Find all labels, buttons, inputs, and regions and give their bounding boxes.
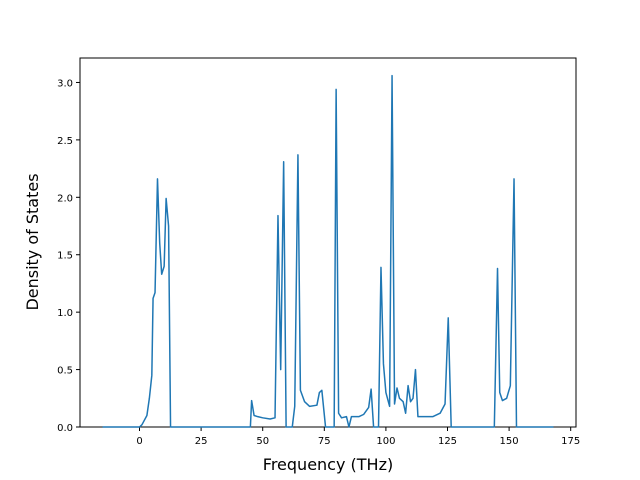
x-tick-label: 125 — [438, 436, 457, 447]
line — [102, 74, 554, 428]
x-tick-label: 175 — [561, 436, 580, 447]
plot-frame — [79, 57, 577, 428]
y-tick-label: 2.0 — [57, 193, 73, 204]
y-tick-label: 1.5 — [57, 251, 73, 262]
x-tick-label: 25 — [195, 436, 208, 447]
y-tick-label: 3.0 — [57, 78, 73, 89]
x-tick-label: 0 — [136, 436, 142, 447]
y-tick-label: 0.0 — [57, 423, 73, 434]
x-tick-label: 50 — [256, 436, 269, 447]
y-tick-label: 0.5 — [57, 366, 73, 377]
x-tick-label: 150 — [500, 436, 519, 447]
y-axis-label: Density of States — [23, 173, 42, 310]
x-tick-label: 100 — [376, 436, 395, 447]
y-tick-label: 2.5 — [57, 136, 73, 147]
y-tick-label: 1.0 — [57, 308, 73, 319]
x-tick-label: 75 — [318, 436, 331, 447]
x-axis-label: Frequency (THz) — [263, 455, 393, 474]
